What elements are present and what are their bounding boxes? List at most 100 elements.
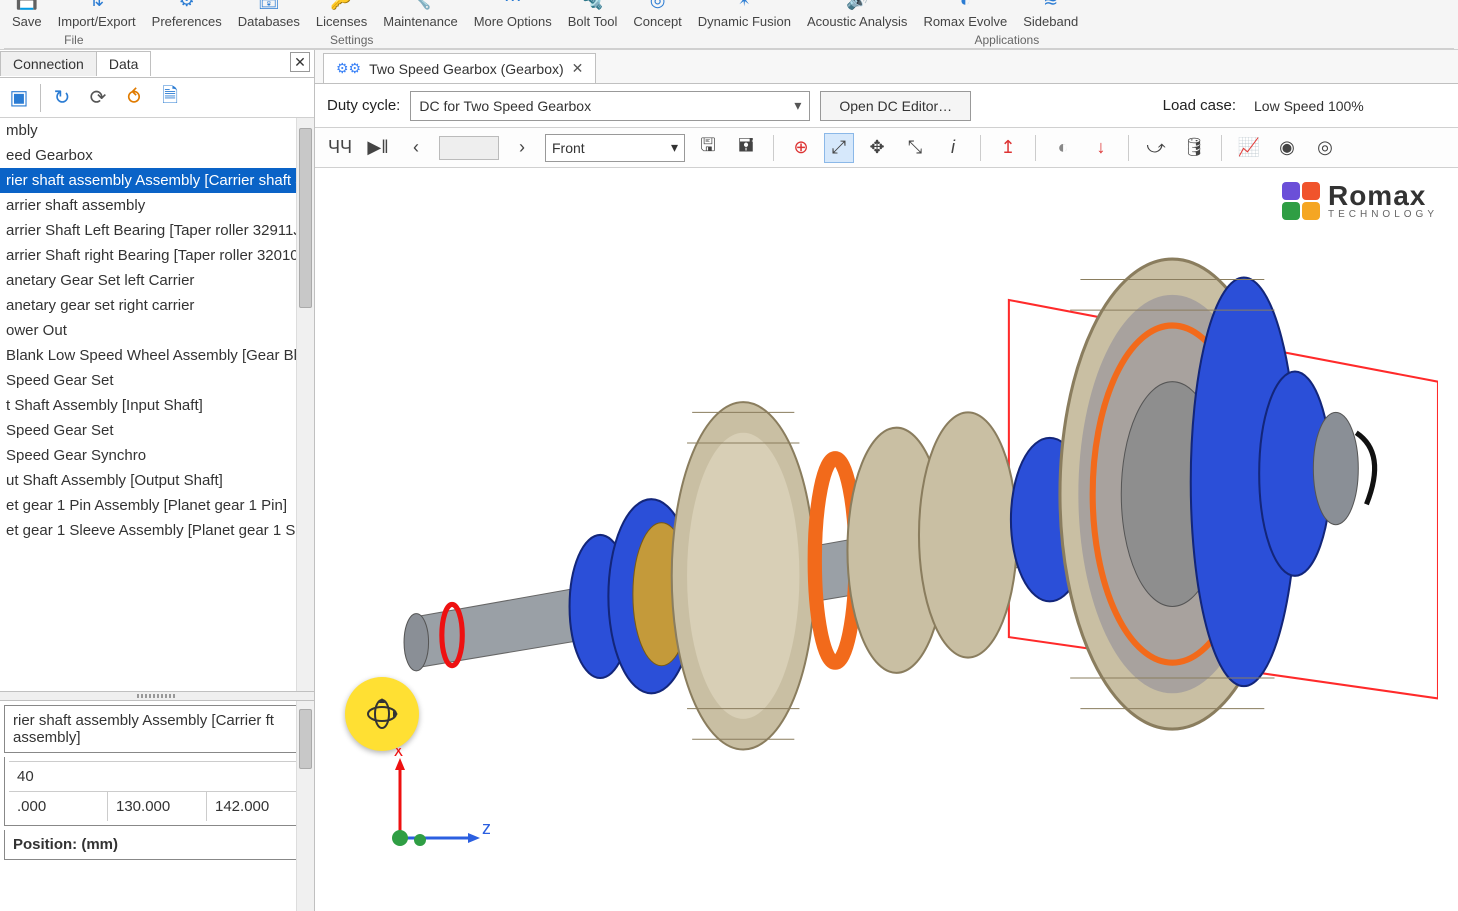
more-options-button[interactable]: ⋯More Options [466, 0, 560, 31]
close-panel-button[interactable]: ✕ [290, 52, 310, 72]
tree-item[interactable]: et gear 1 Sleeve Assembly [Planet gear 1… [0, 518, 314, 543]
assembly-tree[interactable]: mblyeed Gearboxrier shaft assembly Assem… [0, 118, 314, 691]
rotate-cursor-icon [345, 677, 419, 751]
licenses-button[interactable]: 🔑Licenses [308, 0, 375, 31]
logo-sub: TECHNOLOGY [1328, 210, 1438, 220]
dynamic-fusion-button[interactable]: ✴Dynamic Fusion [690, 0, 799, 31]
ribbon-section-settings: Settings [144, 31, 560, 49]
disc-button[interactable]: ◉ [1272, 133, 1302, 163]
view-orientation-dropdown[interactable]: Front▾ [545, 134, 685, 162]
zoom-button[interactable]: ⤡ [900, 133, 930, 163]
evolve-icon: ◐ [953, 0, 977, 12]
rotate-button[interactable]: ⤢ [824, 133, 854, 163]
preferences-button[interactable]: ⚙Preferences [144, 0, 230, 31]
databases-button[interactable]: 🗄Databases [230, 0, 308, 31]
gear-icon: ⚙ [175, 0, 199, 12]
ribbon-section-applications: Applications [560, 31, 1454, 49]
chevron-down-icon: ▾ [671, 139, 678, 156]
frame-slider[interactable] [439, 136, 499, 160]
duty-cycle-row: Duty cycle: DC for Two Speed Gearbox ▾ O… [315, 84, 1458, 128]
props-position-label: Position: (mm) [9, 834, 305, 855]
link-button[interactable]: ⤻ [1141, 133, 1171, 163]
tree-item[interactable]: arrier shaft assembly [0, 193, 314, 218]
tree-item[interactable]: Blank Low Speed Wheel Assembly [Gear Bla… [0, 343, 314, 368]
romax-evolve-button[interactable]: ◐Romax Evolve [915, 0, 1015, 31]
tab-connection[interactable]: Connection [0, 51, 97, 76]
tree-item[interactable]: mbly [0, 118, 314, 143]
concept-button[interactable]: ◎Concept [625, 0, 689, 31]
close-icon: ✕ [294, 54, 306, 71]
svg-text:x: x [394, 748, 403, 760]
axis-indicator: x z [370, 748, 490, 871]
info-button[interactable]: i [938, 133, 968, 163]
roller-button[interactable]: ◎ [1310, 133, 1340, 163]
maintenance-button[interactable]: 🔧Maintenance [375, 0, 465, 31]
panel-splitter[interactable] [0, 691, 314, 701]
prop-value: 142.000 [207, 792, 305, 821]
main-view: ⚙⚙ Two Speed Gearbox (Gearbox) ✕ Duty cy… [315, 50, 1458, 911]
key-icon: 🔑 [330, 0, 354, 12]
save-view-button[interactable]: 🖫 [693, 133, 723, 163]
prop-value: 130.000 [108, 792, 207, 821]
chart-button[interactable]: 📈 [1234, 133, 1264, 163]
prop-value: .000 [9, 792, 108, 821]
acoustic-analysis-button[interactable]: 🔊Acoustic Analysis [799, 0, 915, 31]
frame-next-button[interactable]: › [507, 133, 537, 163]
tree-item[interactable]: anetary gear set right carrier [0, 293, 314, 318]
mini-report-button[interactable]: 🗎 [155, 83, 185, 113]
tree-item[interactable]: Speed Gear Synchro [0, 443, 314, 468]
concept-icon: ◎ [646, 0, 670, 12]
shading-button[interactable]: ◐ [1048, 133, 1078, 163]
3d-viewport[interactable]: x z Romax TECHNOLOGY [315, 168, 1458, 911]
tree-item[interactable]: eed Gearbox [0, 143, 314, 168]
tree-item[interactable]: arrier Shaft right Bearing [Taper roller… [0, 243, 314, 268]
props-title: rier shaft assembly Assembly [Carrier ft… [9, 710, 305, 748]
tree-item[interactable]: et gear 1 Pin Assembly [Planet gear 1 Pi… [0, 493, 314, 518]
force-button[interactable]: ↓ [1086, 133, 1116, 163]
frame-prev-button[interactable]: ‹ [401, 133, 431, 163]
save-view-as-button[interactable]: 🖬 [731, 133, 761, 163]
doc-tab-label: Two Speed Gearbox (Gearbox) [369, 61, 564, 77]
bolt-icon: 🔩 [581, 0, 605, 12]
tree-item[interactable]: Speed Gear Set [0, 418, 314, 443]
gearbox-icon: ⚙⚙ [336, 60, 361, 77]
play-pause-button[interactable]: ▶‖ [363, 133, 393, 163]
sideband-button[interactable]: ≋Sideband [1015, 0, 1086, 31]
bolt-tool-button[interactable]: 🔩Bolt Tool [560, 0, 626, 31]
mini-refresh-button[interactable]: ↻ [47, 83, 77, 113]
more-icon: ⋯ [501, 0, 525, 12]
tree-item[interactable]: t Shaft Assembly [Input Shaft] [0, 393, 314, 418]
doc-tab-gearbox[interactable]: ⚙⚙ Two Speed Gearbox (Gearbox) ✕ [323, 53, 596, 83]
gear-mode-button[interactable]: ЧЧ [325, 133, 355, 163]
oil-button[interactable]: 🛢 [1179, 133, 1209, 163]
pan-button[interactable]: ✥ [862, 133, 892, 163]
left-panel: Connection Data ✕ ▣ ↻ ⟳ ⥀ 🗎 mblyeed Gear… [0, 50, 315, 911]
tree-item[interactable]: ower Out [0, 318, 314, 343]
tree-scrollbar[interactable] [296, 118, 314, 691]
duty-cycle-value: DC for Two Speed Gearbox [419, 98, 591, 114]
props-scrollbar[interactable] [296, 701, 314, 911]
tree-item[interactable]: arrier Shaft Left Bearing [Taper roller … [0, 218, 314, 243]
duty-cycle-label: Duty cycle: [327, 97, 400, 114]
tree-item[interactable]: Speed Gear Set [0, 368, 314, 393]
tree-item[interactable]: rier shaft assembly Assembly [Carrier sh… [0, 168, 314, 193]
tree-item[interactable]: anetary Gear Set left Carrier [0, 268, 314, 293]
tree-item[interactable]: ut Shaft Assembly [Output Shaft] [0, 468, 314, 493]
open-dc-editor-button[interactable]: Open DC Editor… [820, 91, 971, 121]
import-export-button[interactable]: ⇅Import/Export [50, 0, 144, 31]
doc-tab-close[interactable]: ✕ [572, 60, 584, 77]
mini-play-button[interactable]: ▣ [4, 83, 34, 113]
load-case-dropdown[interactable]: Low Speed 100% [1246, 91, 1446, 121]
mini-cycle-button[interactable]: ⥀ [119, 83, 149, 113]
mini-sync-button[interactable]: ⟳ [83, 83, 113, 113]
save-button[interactable]: 💾Save [4, 0, 50, 31]
mini-toolbar: ▣ ↻ ⟳ ⥀ 🗎 [0, 78, 314, 118]
chevron-down-icon: ▾ [794, 97, 801, 114]
svg-text:z: z [482, 818, 490, 838]
properties-panel: rier shaft assembly Assembly [Carrier ft… [0, 701, 314, 911]
tab-data[interactable]: Data [96, 51, 152, 76]
axis-toggle-button[interactable]: ↥ [993, 133, 1023, 163]
fusion-icon: ✴ [732, 0, 756, 12]
center-button[interactable]: ⊕ [786, 133, 816, 163]
duty-cycle-dropdown[interactable]: DC for Two Speed Gearbox ▾ [410, 91, 810, 121]
